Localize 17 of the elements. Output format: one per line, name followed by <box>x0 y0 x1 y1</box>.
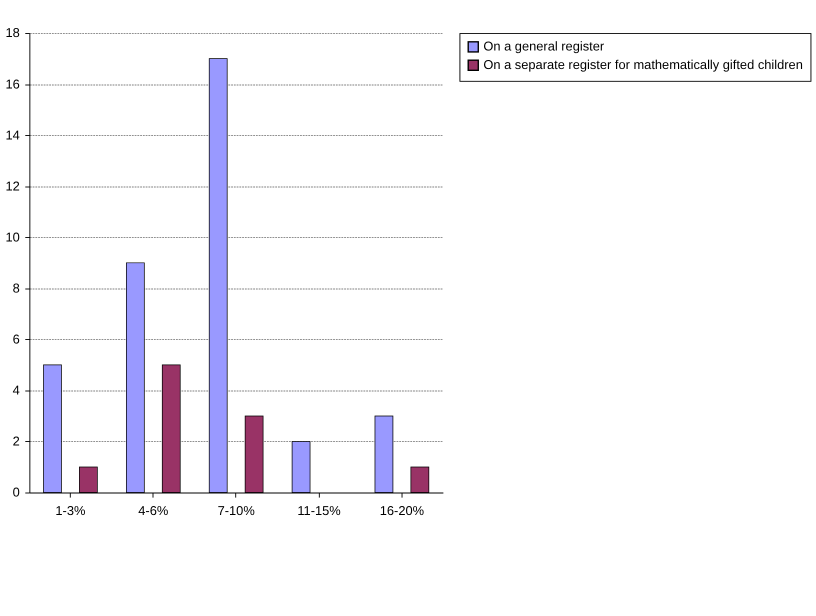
y-tick-label: 18 <box>5 25 20 40</box>
y-tick-label: 10 <box>5 229 20 244</box>
x-tick-label: 16-20% <box>380 503 424 518</box>
x-tick-label: 7-10% <box>218 503 255 518</box>
x-tick-label: 11-15% <box>297 503 341 518</box>
y-tick-label: 0 <box>12 484 20 500</box>
y-tick-label: 16 <box>5 76 20 92</box>
x-tick-label: 4-6% <box>138 503 168 518</box>
y-tick-label: 14 <box>5 127 20 142</box>
y-tick-label: 6 <box>12 332 20 347</box>
legend-label: On a separate register for mathematically gifted children <box>483 56 803 72</box>
y-tick-label: 12 <box>5 178 20 194</box>
legend-label: On a general register <box>483 38 605 54</box>
y-tick-label: 2 <box>12 434 20 449</box>
y-tick-label: 8 <box>12 280 20 296</box>
x-tick-label: 1-3% <box>55 503 86 518</box>
y-tick-label: 4 <box>12 382 20 398</box>
